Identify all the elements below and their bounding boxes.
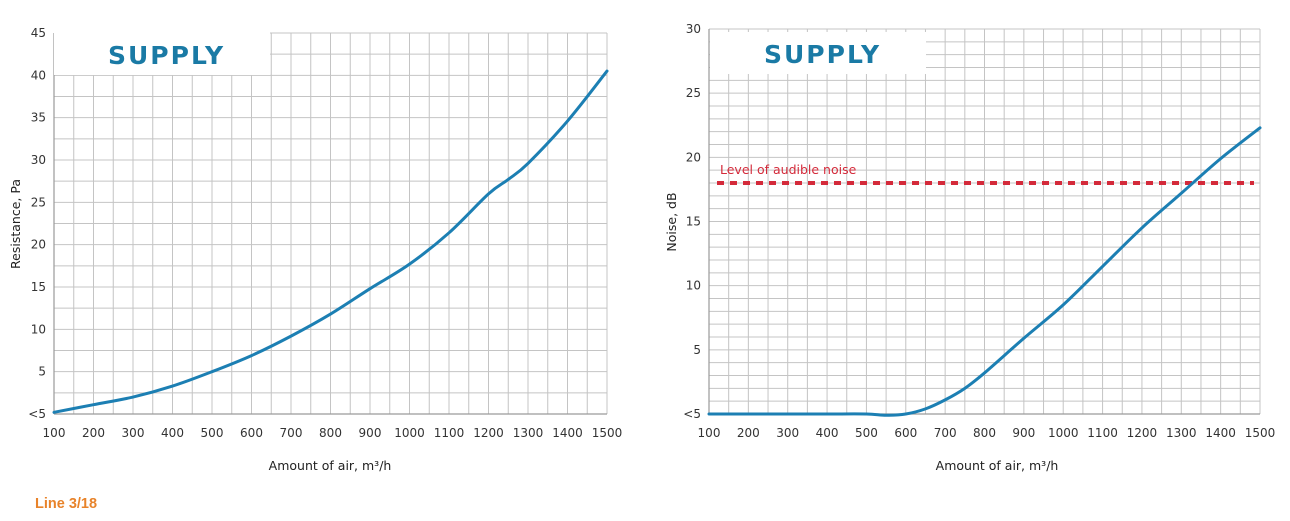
left-chart-y-ticks: <5 5 10 15 20 25 30 35 40 45 [28,26,46,421]
left-chart-x-axis-label: Amount of air, m³/h [269,458,392,473]
left-chart-x-tick-label: 1000 [394,426,425,440]
left-chart-y-tick-label: 45 [31,26,46,40]
right-chart-x-tick-label: 200 [737,426,760,440]
right-chart-x-tick-label: 500 [855,426,878,440]
right-chart-x-tick-label: 600 [894,426,917,440]
right-chart-threshold-label: Level of audible noise [720,162,857,177]
left-chart-y-tick-label: 35 [31,111,46,125]
right-chart-series [707,126,1262,417]
right-chart-x-tick-label: 1300 [1166,426,1197,440]
left-chart-x-tick-label: 1200 [473,426,504,440]
left-chart-grid [53,32,608,415]
left-chart-y-tick-label: 25 [31,195,46,209]
left-chart-y-tick-label: 10 [31,322,46,336]
right-chart-y-tick-label: 20 [686,150,701,164]
left-chart-x-tick-label: 800 [319,426,342,440]
right-chart-x-tick-label: 100 [698,426,721,440]
left-chart-x-tick-label: 1300 [513,426,544,440]
right-chart-y-tick-label: 10 [686,279,701,293]
left-chart-x-tick-label: 1400 [552,426,583,440]
left-chart-x-tick-label: 100 [43,426,66,440]
left-chart-y-tick-label: 30 [31,153,46,167]
right-chart-x-tick-label: 1000 [1048,426,1079,440]
left-chart-y-axis-label: Resistance, Pa [8,179,23,269]
left-chart-x-tick-label: 1100 [434,426,465,440]
right-chart-x-tick-label: 800 [973,426,996,440]
left-chart-title-background [54,32,270,75]
right-chart-x-tick-label: 1100 [1087,426,1118,440]
left-chart-axes [53,33,607,415]
right-chart-x-tick-label: 900 [1012,426,1035,440]
footer-line-counter: Line 3/18 [35,496,98,512]
right-chart-y-tick-label: 25 [686,86,701,100]
right-chart-series-line [707,126,1262,417]
right-chart-x-tick-label: 1200 [1127,426,1158,440]
left-chart-x-tick-label: 700 [280,426,303,440]
right-chart-title: SUPPLY [764,40,881,69]
left-chart-x-tick-label: 1500 [592,426,623,440]
right-chart-x-tick-label: 1400 [1205,426,1236,440]
left-chart-series [52,69,609,414]
right-chart-y-tick-label: 30 [686,22,701,36]
left-chart: SUPPLY 100 200 300 400 500 600 700 800 900 1000 11… [8,26,623,473]
right-chart: SUPPLY 100 200 300 400 500 600 700 800 900 1000 11… [664,22,1276,473]
right-chart-x-tick-label: 1500 [1245,426,1276,440]
left-chart-x-tick-label: 400 [161,426,184,440]
right-chart-y-ticks: <5 5 10 15 20 25 30 [683,22,701,421]
right-chart-y-tick-label: <5 [683,407,701,421]
left-chart-x-tick-label: 300 [122,426,145,440]
left-chart-x-ticks: 100 200 300 400 500 600 700 800 900 1000 1100 1200 1… [43,426,623,440]
left-chart-y-tick-label: 15 [31,280,46,294]
left-chart-y-tick-label: 20 [31,238,46,252]
left-chart-title: SUPPLY [108,41,225,70]
left-chart-x-tick-label: 900 [359,426,382,440]
right-chart-y-tick-label: 15 [686,215,701,229]
left-chart-y-tick-label: <5 [28,407,46,421]
right-chart-x-tick-label: 400 [816,426,839,440]
right-chart-x-tick-label: 700 [934,426,957,440]
left-chart-y-tick-label: 5 [38,365,46,379]
left-chart-series-line [52,69,609,414]
right-chart-title-background [710,32,926,74]
right-chart-y-tick-label: 5 [693,343,701,357]
right-chart-x-tick-label: 300 [776,426,799,440]
right-chart-y-axis-label: Noise, dB [664,192,679,251]
right-chart-x-axis-label: Amount of air, m³/h [936,458,1059,473]
right-chart-x-ticks: 100 200 300 400 500 600 700 800 900 1000 1100 1200 1… [698,426,1276,440]
left-chart-y-tick-label: 40 [31,68,46,82]
left-chart-x-tick-label: 200 [82,426,105,440]
right-chart-grid [708,28,1261,415]
left-chart-x-tick-label: 500 [201,426,224,440]
left-chart-x-tick-label: 600 [240,426,263,440]
